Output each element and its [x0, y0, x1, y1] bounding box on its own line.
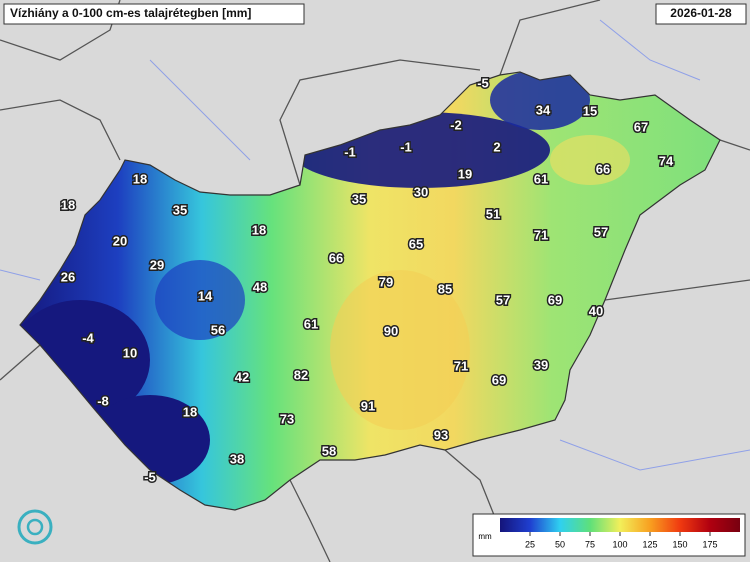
station-value: 42 [235, 369, 249, 384]
station-value: 2 [493, 139, 500, 154]
title: Vízhiány a 0-100 cm-es talajrétegben [mm… [10, 6, 251, 20]
station-value: 48 [253, 279, 267, 294]
station-value: 57 [594, 224, 608, 239]
station-value: 69 [548, 292, 562, 307]
legend-unit: mm [478, 532, 492, 541]
tick-label: 150 [672, 539, 687, 549]
station-value: 35 [352, 191, 366, 206]
date: 2026-01-28 [670, 6, 732, 20]
logo [17, 509, 53, 545]
station-value: 35 [173, 202, 187, 217]
station-value: 85 [438, 281, 452, 296]
station-value: 79 [379, 274, 393, 289]
station-value: 26 [61, 269, 75, 284]
station-value: 18 [133, 171, 147, 186]
station-value: 51 [486, 206, 500, 221]
tick-label: 175 [702, 539, 717, 549]
station-value: 66 [329, 250, 343, 265]
station-value: 29 [150, 257, 164, 272]
station-value: 58 [322, 443, 336, 458]
station-value: 30 [414, 184, 428, 199]
station-value: 91 [361, 398, 375, 413]
station-value: 56 [211, 322, 225, 337]
station-value: 69 [492, 372, 506, 387]
station-value: 93 [434, 427, 448, 442]
station-value: 38 [230, 451, 244, 466]
station-value: 19 [458, 166, 472, 181]
tick-label: 75 [585, 539, 595, 549]
station-value: -1 [344, 144, 356, 159]
station-value: -5 [144, 469, 156, 484]
title-box [3, 3, 305, 25]
station-value: 65 [409, 236, 423, 251]
station-value: 61 [304, 316, 318, 331]
tick-label: 125 [642, 539, 657, 549]
station-value: 71 [454, 358, 468, 373]
station-value: 15 [583, 103, 597, 118]
station-value: 66 [596, 161, 610, 176]
station-value: -4 [82, 330, 94, 345]
station-value: 18 [183, 404, 197, 419]
station-value: 71 [534, 227, 548, 242]
colorbar [500, 518, 740, 532]
station-value: 74 [659, 153, 674, 168]
station-value: -5 [477, 75, 489, 90]
rivers [0, 19, 750, 471]
station-value: 20 [113, 233, 127, 248]
station-value: 39 [534, 357, 548, 372]
station-value: 82 [294, 367, 308, 382]
station-value: 67 [634, 119, 648, 134]
station-value: 73 [280, 411, 294, 426]
station-value: 10 [123, 345, 137, 360]
station-value: 18 [252, 222, 266, 237]
station-value: 14 [198, 288, 213, 303]
station-value: 61 [534, 171, 548, 186]
station-value: 18 [61, 197, 75, 212]
station-value: 57 [496, 292, 510, 307]
station-value: -2 [450, 117, 462, 132]
station-value: -1 [400, 139, 412, 154]
station-value: -8 [97, 393, 109, 408]
station-value: 34 [536, 102, 551, 117]
tick-label: 100 [612, 539, 627, 549]
tick-label: 25 [525, 539, 535, 549]
date-box [655, 3, 747, 25]
station-value: 90 [384, 323, 398, 338]
station-value: 40 [589, 303, 603, 318]
tick-label: 50 [555, 539, 565, 549]
